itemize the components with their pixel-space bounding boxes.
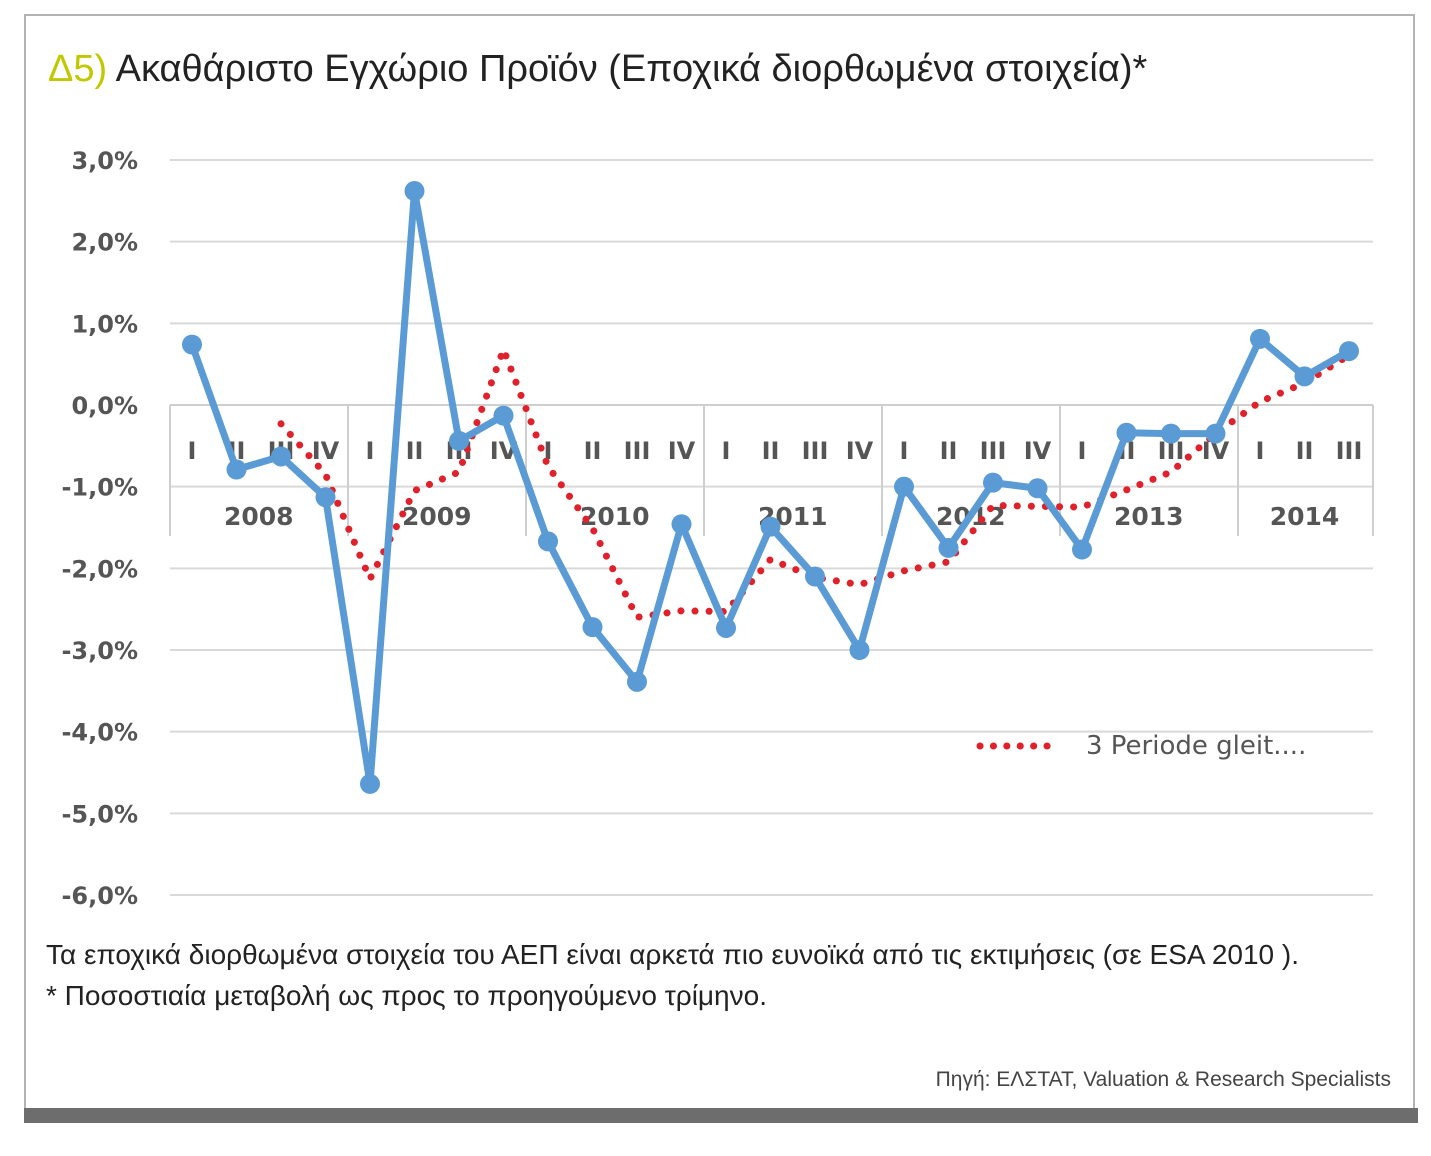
y-axis-ticks: 3,0% 2,0% 1,0% 0,0% -1,0% -2,0% -3,0% -4,0% -5,0… xyxy=(61,147,138,910)
data-point xyxy=(1339,341,1359,362)
quarter-label: I xyxy=(366,437,375,465)
year-label: 2013 xyxy=(1114,502,1184,531)
quarter-label: I xyxy=(1256,437,1265,465)
quarter-label: I xyxy=(722,437,731,465)
quarter-label: I xyxy=(188,437,197,465)
data-point xyxy=(493,405,514,426)
data-point xyxy=(1205,423,1226,444)
data-point xyxy=(671,514,692,535)
y-tick-label: -3,0% xyxy=(61,637,138,665)
quarter-label: IV xyxy=(312,437,340,465)
data-point xyxy=(627,671,647,692)
data-point xyxy=(1116,422,1137,443)
y-tick-label: -5,0% xyxy=(61,800,138,828)
quarter-label: IV xyxy=(668,437,696,465)
year-label: 2014 xyxy=(1270,502,1340,531)
data-point xyxy=(849,640,870,660)
quarter-label: I xyxy=(1078,437,1087,465)
data-point xyxy=(582,617,603,638)
data-point xyxy=(1072,539,1092,560)
data-point xyxy=(760,516,781,537)
y-tick-label: -6,0% xyxy=(61,882,138,910)
quarter-label: III xyxy=(1336,437,1363,465)
data-point xyxy=(182,334,202,355)
note-main: Τα εποχικά διορθωμένα στοιχεία του ΑΕΠ ε… xyxy=(46,939,1299,970)
data-point xyxy=(1161,423,1181,444)
year-label: 2010 xyxy=(580,502,650,531)
line-chart: 3,0% 2,0% 1,0% 0,0% -1,0% -2,0% -3,0% -4,0% -5,0… xyxy=(61,147,1374,910)
data-point xyxy=(1250,328,1270,349)
quarter-label: IV xyxy=(1024,437,1052,465)
quarter-label: III xyxy=(802,437,829,465)
quarter-label: IV xyxy=(846,437,874,465)
data-point xyxy=(315,487,336,508)
quarter-label: I xyxy=(544,437,553,465)
chart-legend: 3 Periode gleit.... xyxy=(976,731,1306,761)
gdp-growth-series xyxy=(182,181,1359,794)
data-point xyxy=(1027,478,1048,499)
category-axis: IIIIIIIVIIIIIIIVIIIIIIIVIIIIIIIVIIIIIIIV… xyxy=(169,404,1374,536)
source-credit: Πηγή: ΕΛΣΤΑΤ, Valuation & Research Speci… xyxy=(935,1068,1391,1091)
data-point xyxy=(449,430,469,451)
quarter-label: III xyxy=(624,437,651,465)
y-tick-label: 3,0% xyxy=(71,147,138,175)
data-point xyxy=(716,617,736,638)
data-point xyxy=(538,531,558,552)
data-point xyxy=(404,181,425,202)
title-number: Δ5) xyxy=(48,48,108,90)
title-text: Ακαθάριστο Εγχώριο Προϊόν (Εποχικά διορθ… xyxy=(107,48,1148,90)
note-footnote: * Ποσοστιαία μεταβολή ως προς το προηγού… xyxy=(46,980,767,1011)
quarter-label: I xyxy=(900,437,909,465)
quarter-label: III xyxy=(980,437,1007,465)
quarter-label: II xyxy=(406,437,424,465)
data-point xyxy=(1294,366,1315,387)
y-tick-label: 1,0% xyxy=(71,310,138,338)
year-label: 2008 xyxy=(224,502,294,531)
year-label: 2009 xyxy=(402,502,472,531)
data-point xyxy=(983,472,1003,493)
y-tick-label: 0,0% xyxy=(71,392,138,420)
quarter-label: II xyxy=(1296,437,1314,465)
y-tick-label: -2,0% xyxy=(61,555,138,583)
y-tick-label: -4,0% xyxy=(61,719,138,747)
data-point xyxy=(805,566,825,587)
data-point xyxy=(938,537,959,558)
chart-title: Δ5) Ακαθάριστο Εγχώριο Προϊόν (Εποχικά δ… xyxy=(48,48,1147,91)
data-point xyxy=(360,773,380,794)
data-point xyxy=(894,476,914,497)
quarter-label: II xyxy=(584,437,602,465)
chart-notes: Τα εποχικά διορθωμένα στοιχεία του ΑΕΠ ε… xyxy=(46,934,1406,1016)
y-tick-label: -1,0% xyxy=(61,474,138,502)
quarter-label: II xyxy=(940,437,958,465)
data-point xyxy=(226,459,247,480)
data-point xyxy=(271,446,291,467)
frame-shadow-bar xyxy=(24,1108,1418,1123)
legend-label: 3 Periode gleit.... xyxy=(1086,731,1306,761)
y-tick-label: 2,0% xyxy=(71,229,138,257)
quarter-label: II xyxy=(762,437,780,465)
